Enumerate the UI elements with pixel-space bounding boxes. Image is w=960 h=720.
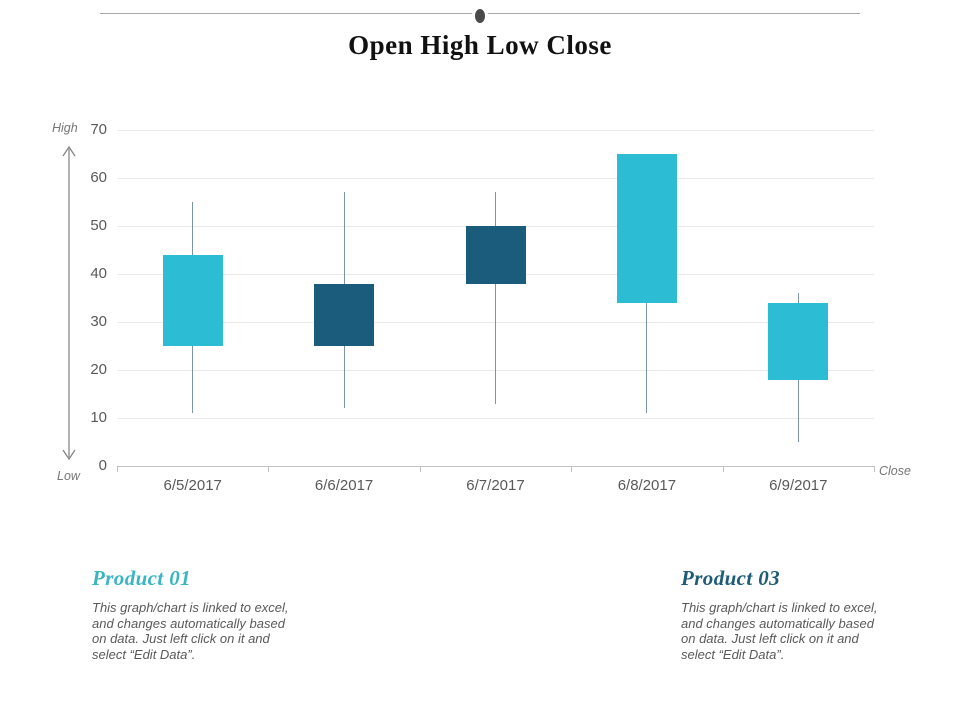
x-axis-label: 6/6/2017 [314, 477, 374, 494]
x-axis-label: 6/9/2017 [769, 477, 828, 494]
x-axis-line [117, 466, 874, 467]
close-axis-label: Close [879, 464, 911, 478]
gridline [117, 130, 874, 131]
candle-body[interactable] [314, 283, 375, 346]
description-line: and changes automatically based [681, 615, 874, 631]
candle-body[interactable] [616, 154, 677, 303]
product-03-heading: Product 03 [681, 566, 781, 590]
top-divider-line [100, 6, 860, 26]
axis-tick [268, 466, 270, 472]
candle-body[interactable] [162, 254, 223, 346]
axis-tick [419, 466, 421, 472]
product-03-description: This graph/chart is linked to excel, and… [681, 600, 911, 662]
product-03-section: Product 03 This graph/chart is linked to… [681, 566, 911, 662]
description-line: This graph/chart is linked to excel, [681, 600, 878, 615]
divider-dot-icon [472, 6, 488, 26]
candle-body[interactable] [768, 302, 829, 380]
y-axis-label: 20 [90, 361, 107, 378]
description-line: This graph/chart is linked to excel, [92, 600, 289, 615]
product-01-heading: Product 01 [92, 566, 192, 590]
x-axis-label: 6/7/2017 [466, 477, 525, 494]
axis-tick [722, 466, 724, 472]
description-line: select “Edit Data”. [92, 646, 196, 662]
product-01-section: Product 01 This graph/chart is linked to… [92, 566, 322, 662]
axis-tick [117, 466, 118, 472]
high-axis-label: High [52, 121, 78, 135]
high-low-arrow-icon [62, 145, 76, 461]
slide-title: Open High Low Close [348, 30, 612, 60]
candle-wick [495, 192, 496, 404]
candle-body[interactable] [465, 226, 526, 284]
y-axis-label: 40 [90, 265, 107, 282]
axis-tick [874, 466, 875, 472]
description-line: and changes automatically based [92, 615, 285, 631]
y-axis-label: 60 [90, 169, 107, 186]
gridline [117, 418, 874, 419]
x-axis-label: 6/5/2017 [163, 477, 222, 494]
description-line: on data. Just left click on it and [92, 631, 270, 646]
description-line: select “Edit Data”. [681, 646, 785, 662]
y-axis-label: 0 [98, 457, 107, 474]
y-axis-label: 70 [90, 121, 107, 138]
x-axis-label: 6/8/2017 [617, 477, 677, 494]
description-line: on data. Just left click on it and [681, 631, 859, 646]
gridline [117, 178, 874, 179]
y-axis-label: 10 [90, 409, 107, 426]
y-axis-label: 50 [90, 217, 107, 234]
product-01-description: This graph/chart is linked to excel, and… [92, 600, 322, 662]
low-axis-label: Low [57, 469, 80, 483]
y-axis-label: 30 [90, 313, 107, 330]
ohlc-candlestick-chart[interactable]: High Low Close 0 10 20 30 40 50 60 70 6/5/2017 6/… [0, 0, 960, 520]
axis-tick [571, 466, 573, 472]
